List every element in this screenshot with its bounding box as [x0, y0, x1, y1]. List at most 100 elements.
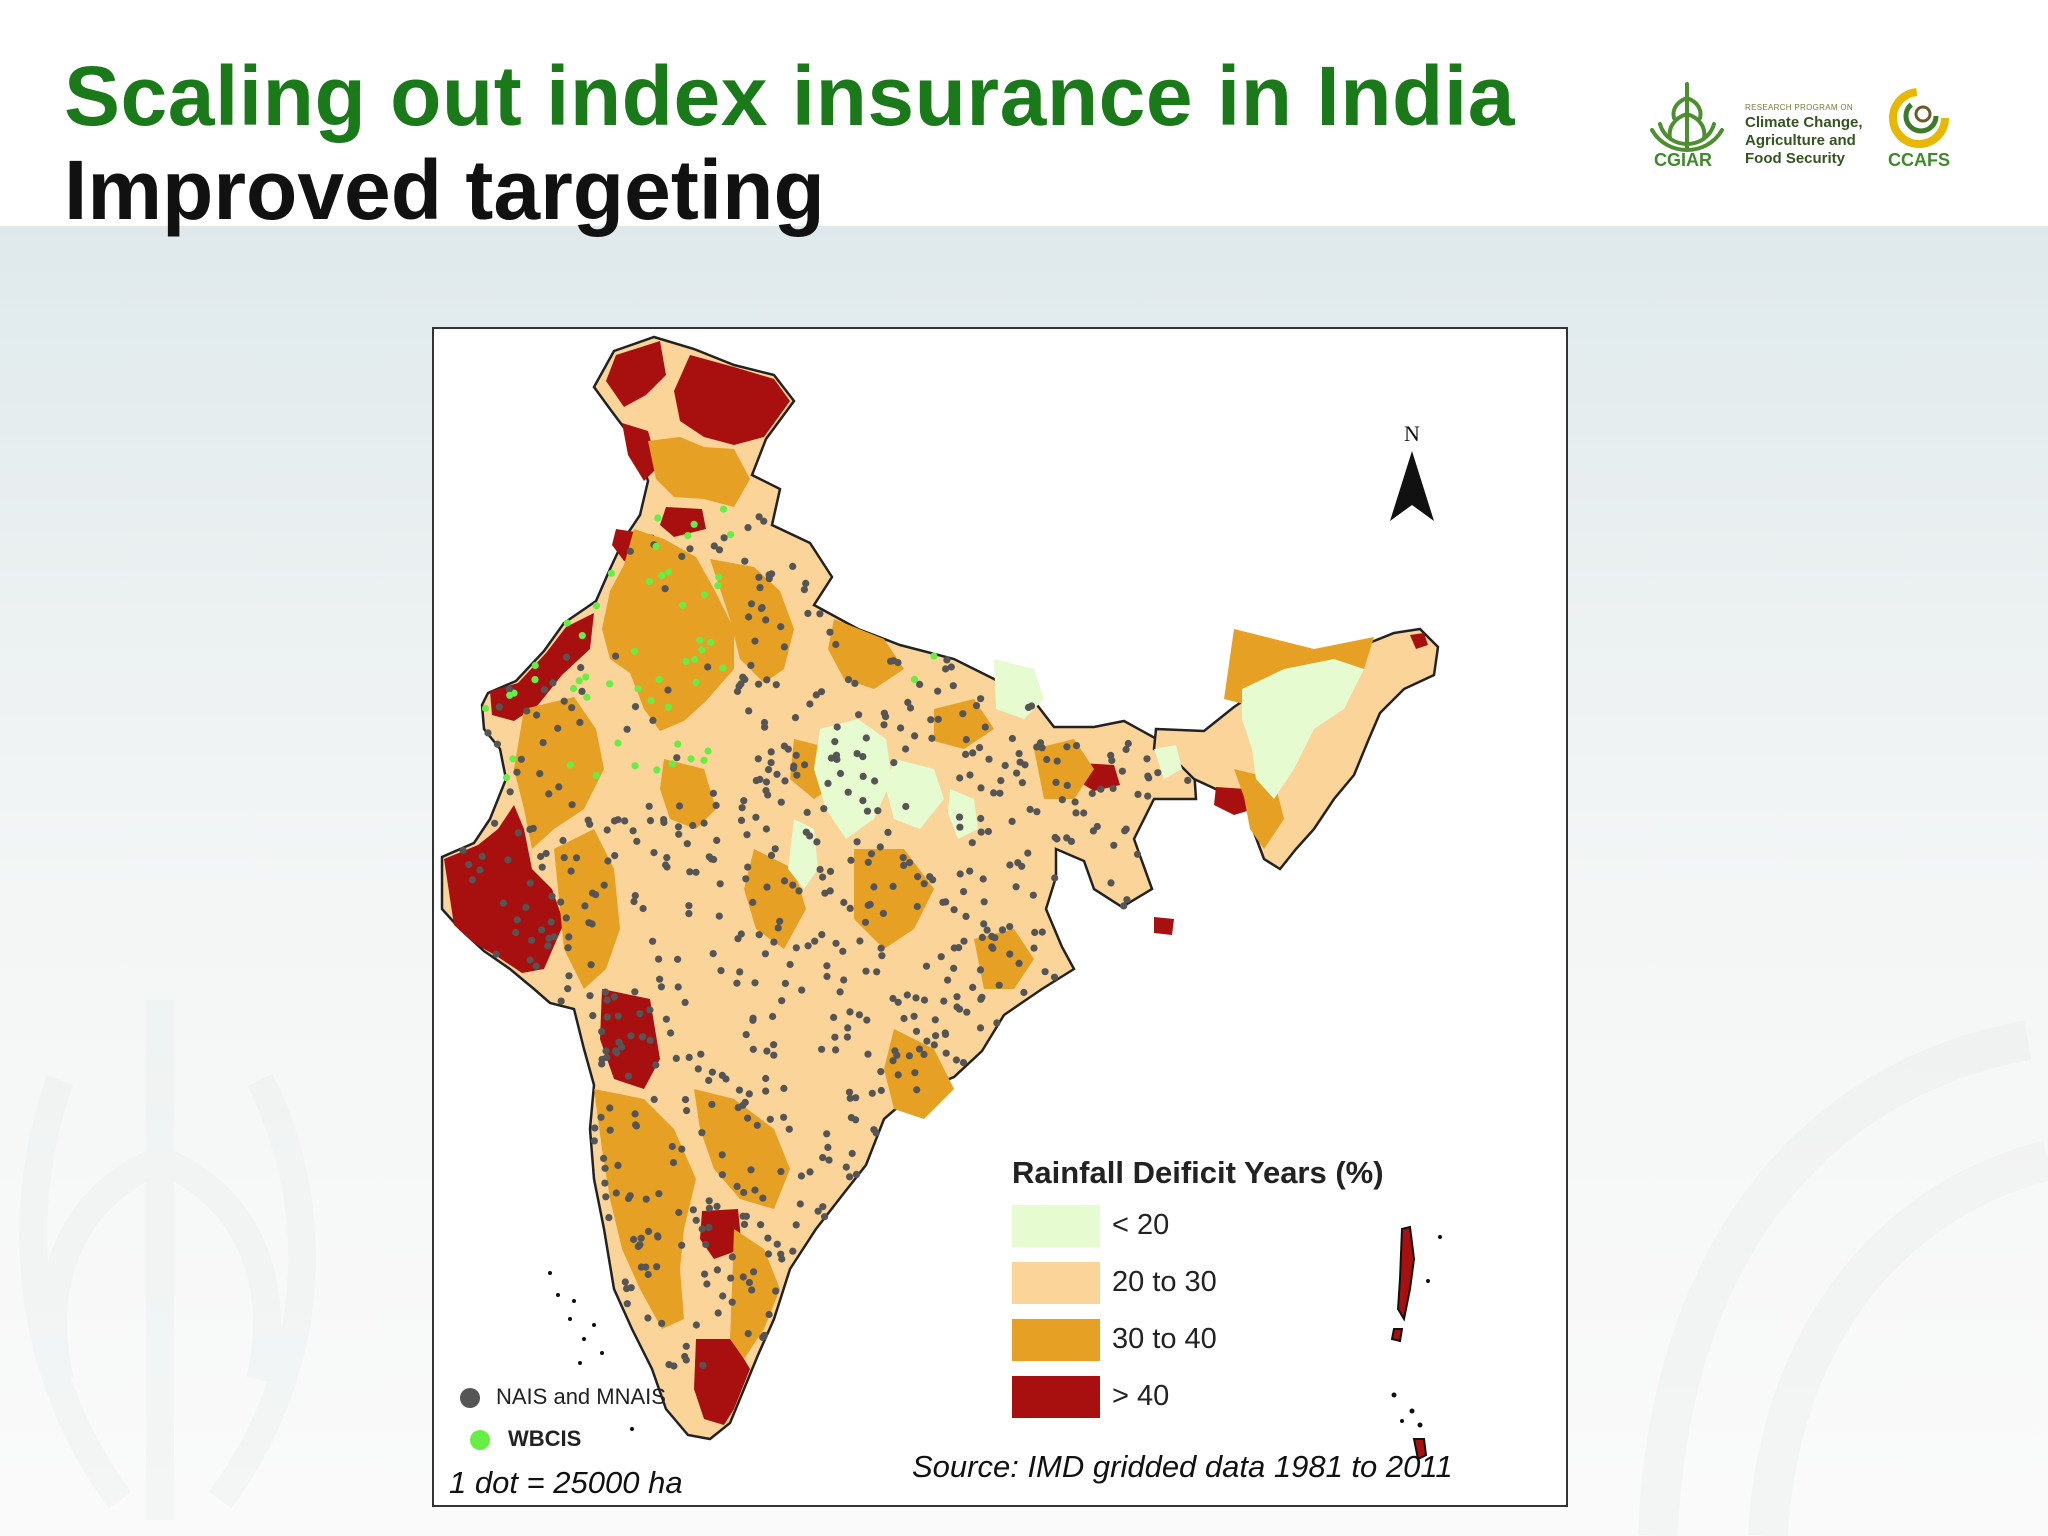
nais-dot [993, 1019, 1001, 1027]
nais-dot [673, 754, 681, 762]
nais-dot [603, 826, 611, 834]
nais-dot [762, 1087, 770, 1095]
nais-dot [956, 774, 964, 782]
nais-dot [956, 823, 964, 831]
nais-dot [913, 902, 921, 911]
nais-dot [984, 827, 993, 836]
nais-dot [733, 1182, 741, 1190]
nais-dot [495, 703, 503, 711]
nais-dot [578, 687, 586, 695]
nais-dot [830, 1013, 838, 1022]
nais-dot [705, 1204, 713, 1212]
nais-dot [864, 858, 872, 866]
nais-dot [644, 1314, 652, 1322]
nais-dot [840, 976, 848, 984]
nais-dot [545, 790, 553, 798]
nais-dot [947, 663, 955, 671]
nais-dot [899, 854, 907, 862]
nais-dot [942, 1049, 950, 1057]
nais-dot [649, 716, 657, 724]
nais-dot [682, 1342, 690, 1350]
nais-dot [601, 1164, 609, 1172]
legend-swatch [1012, 1376, 1100, 1418]
nais-dot [950, 906, 958, 914]
nais-dot [991, 934, 999, 942]
legend-swatch [1012, 1319, 1100, 1361]
nais-dot [740, 1220, 749, 1228]
nais-dot [773, 1240, 781, 1248]
legend-swatch [1012, 1205, 1100, 1247]
nais-dot [692, 868, 700, 876]
nais-dot [636, 1241, 644, 1249]
nais-dot [538, 926, 546, 934]
nais-dot [777, 1250, 785, 1258]
nais-dot [889, 882, 897, 891]
nais-dot [923, 1037, 931, 1045]
nais-dot [597, 1113, 605, 1121]
nais-dot [612, 1047, 620, 1055]
nais-dot [855, 1011, 863, 1019]
nais-dot [902, 802, 910, 811]
nais-dot [555, 783, 563, 791]
nais-dot [912, 1027, 921, 1035]
nais-dot [744, 1330, 752, 1338]
nais-dot [749, 898, 757, 907]
nais-dot [932, 1032, 940, 1040]
nais-dot [705, 1076, 713, 1084]
nais-dot [718, 1151, 726, 1159]
nais-dot [754, 755, 762, 763]
nais-dot [1124, 739, 1132, 748]
nais-dot [818, 1045, 826, 1053]
nais-dot [969, 749, 977, 757]
nais-dot [653, 1263, 661, 1271]
nais-dot [767, 748, 775, 756]
nais-dot [762, 778, 771, 786]
nais-dot [560, 854, 568, 862]
andaman-islands [1390, 1225, 1428, 1461]
green-dot-icon [470, 1430, 490, 1450]
nais-dot [777, 798, 785, 806]
nais-dot [806, 1168, 814, 1176]
wbcis-dot [582, 673, 590, 681]
nais-dot [1154, 769, 1162, 777]
nais-dot [997, 777, 1005, 785]
nais-dot [660, 816, 668, 824]
nais-dot [468, 876, 477, 884]
nais-dot [459, 846, 467, 855]
nais-dot [614, 1161, 622, 1169]
nais-dot [893, 1051, 901, 1059]
program-small-caption: RESEARCH PROGRAM ON [1745, 103, 1853, 112]
nais-dot [825, 1156, 833, 1164]
nais-dot [484, 729, 492, 737]
nais-dot [940, 997, 948, 1005]
nais-dot [642, 1263, 650, 1271]
nais-dot [880, 709, 888, 717]
nais-dot [748, 1286, 756, 1294]
nais-dot [776, 917, 784, 925]
wbcis-dot [578, 632, 586, 640]
nais-dot [513, 916, 521, 924]
wbcis-dot [531, 661, 539, 670]
nais-dot [1051, 833, 1059, 842]
nais-dot [645, 802, 653, 810]
nais-dot [876, 843, 884, 851]
nais-dot [678, 1241, 686, 1249]
nais-dot [740, 797, 748, 805]
nais-dot [736, 968, 744, 976]
nais-dot [678, 552, 686, 560]
wbcis-dot [682, 657, 690, 665]
nais-dot [1008, 817, 1016, 825]
nais-dot [978, 933, 987, 942]
nais-dot [1063, 743, 1071, 751]
grey-dot-icon [460, 1388, 480, 1408]
nais-dot [744, 863, 752, 871]
nais-dot [590, 1137, 598, 1145]
nais-dot [639, 904, 647, 913]
nais-dot [712, 801, 720, 809]
nais-dot [827, 754, 835, 762]
program-line: Agriculture and [1745, 132, 1856, 149]
nais-dot [1015, 959, 1023, 968]
nais-dot [655, 1190, 663, 1198]
cgiar-logo-icon [1650, 82, 1724, 153]
nais-dot [1033, 808, 1041, 816]
